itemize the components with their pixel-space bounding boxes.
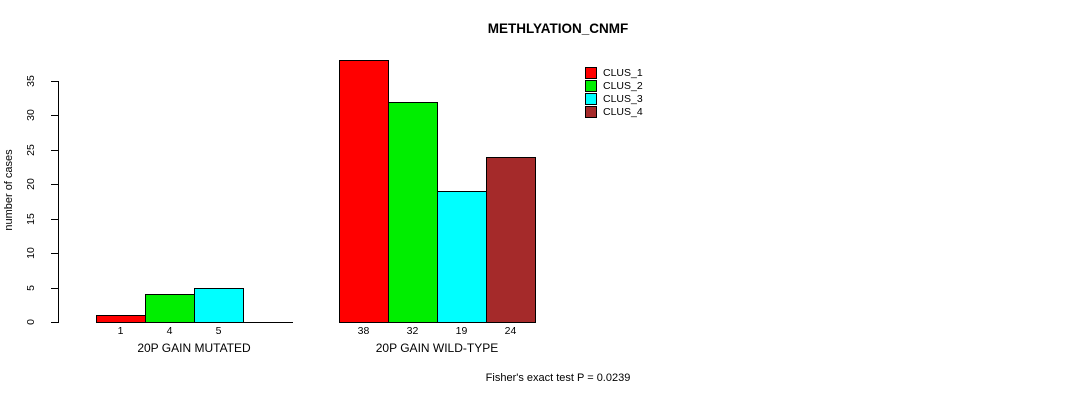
- category-label: 20P GAIN WILD-TYPE: [375, 341, 499, 355]
- legend-label: CLUS_3: [603, 92, 643, 105]
- y-axis-tick: [51, 184, 58, 185]
- y-axis-tick-label: 10: [25, 247, 37, 259]
- y-axis-tick: [51, 322, 58, 323]
- legend-row: CLUS_3: [585, 92, 643, 105]
- legend-row: CLUS_1: [585, 66, 643, 79]
- bar-value-label: 32: [406, 325, 419, 337]
- y-axis-tick: [51, 115, 58, 116]
- legend-label: CLUS_4: [603, 105, 643, 118]
- bar-value-label: 24: [504, 325, 517, 337]
- category-label: 20P GAIN MUTATED: [137, 341, 251, 355]
- legend-label: CLUS_2: [603, 79, 643, 92]
- bar-value-label: 38: [357, 325, 370, 337]
- bar-clus_2-group1: [145, 294, 195, 323]
- y-axis-tick-label: 30: [25, 109, 37, 121]
- y-axis-tick-label: 15: [25, 213, 37, 225]
- legend-label: CLUS_1: [603, 66, 643, 79]
- y-axis-tick: [51, 81, 58, 82]
- y-axis-tick: [51, 253, 58, 254]
- y-axis-tick-label: 5: [25, 285, 37, 291]
- y-axis-tick-label: 20: [25, 178, 37, 190]
- legend-swatch-clus_1: [585, 66, 597, 79]
- y-axis-tick-label: 35: [25, 75, 37, 87]
- footnote-fishers-test: Fisher's exact test P = 0.0239: [485, 372, 631, 384]
- bar-clus_4-group2: [486, 157, 536, 323]
- bar-clus_1-group2: [339, 60, 389, 323]
- y-axis-label: number of cases: [3, 149, 15, 231]
- bar-value-label: 5: [215, 325, 222, 337]
- legend: CLUS_1 CLUS_2 CLUS_3 CLUS_4: [585, 66, 643, 118]
- y-axis-tick-label: 0: [25, 319, 37, 325]
- bar-clus_3-group1: [194, 288, 244, 323]
- y-axis-line: [58, 81, 59, 323]
- bar-value-label: 1: [117, 325, 124, 337]
- bar-value-label: 4: [166, 325, 173, 337]
- y-axis-tick: [51, 288, 58, 289]
- legend-row: CLUS_2: [585, 79, 643, 92]
- legend-swatch-clus_4: [585, 105, 597, 118]
- chart-title: METHLYATION_CNMF: [487, 21, 629, 36]
- legend-swatch-clus_2: [585, 79, 597, 92]
- bar-clus_2-group2: [388, 102, 438, 323]
- y-axis-tick: [51, 150, 58, 151]
- y-axis-tick-label: 25: [25, 144, 37, 156]
- y-axis-tick: [51, 219, 58, 220]
- legend-swatch-clus_3: [585, 92, 597, 105]
- legend-row: CLUS_4: [585, 105, 643, 118]
- bar-clus_1-group1: [96, 315, 146, 323]
- bar-value-label: 19: [455, 325, 468, 337]
- bar-clus_3-group2: [437, 191, 487, 323]
